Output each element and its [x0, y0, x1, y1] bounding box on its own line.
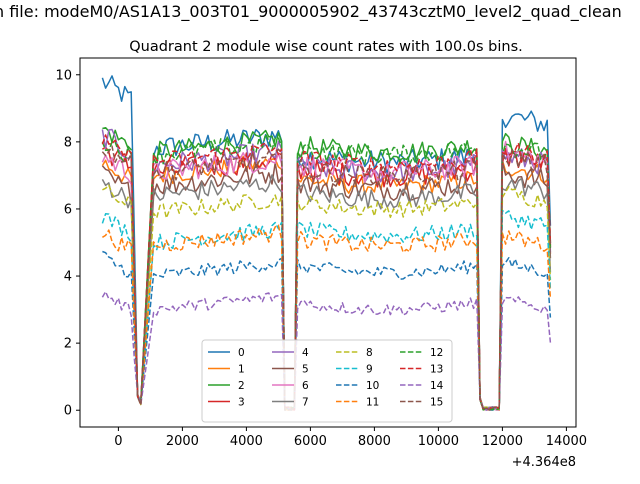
x-tick-label: 12000	[482, 434, 523, 449]
x-tick-label: 4000	[230, 434, 263, 449]
legend-label-10: 10	[366, 380, 379, 392]
legend-label-6: 6	[302, 380, 309, 392]
legend-label-3: 3	[238, 397, 245, 409]
y-axis: 0 2 4 6 8 10	[55, 68, 80, 419]
figure-suptitle: n file: modeM0/AS1A13_003T01_9000005902_…	[0, 2, 622, 21]
legend-label-11: 11	[366, 397, 379, 409]
legend-label-2: 2	[238, 380, 245, 392]
legend-label-15: 15	[430, 397, 443, 409]
series-layer	[101, 75, 552, 411]
legend-label-1: 1	[238, 364, 245, 376]
x-tick-label: 2000	[166, 434, 199, 449]
legend-label-9: 9	[366, 364, 373, 376]
series-line-9	[101, 209, 552, 411]
y-tick-label: 4	[64, 270, 72, 285]
series-line-11	[102, 224, 552, 411]
series-line-15	[101, 145, 552, 411]
x-tick-label: 0	[114, 434, 122, 449]
x-tick-label: 10000	[418, 434, 459, 449]
series-line-14	[101, 290, 552, 411]
x-tick-label: 6000	[294, 434, 327, 449]
legend-label-0: 0	[238, 347, 245, 359]
series-line-12	[101, 133, 552, 411]
y-tick-label: 2	[64, 337, 72, 352]
series-line-13	[101, 134, 552, 411]
y-tick-label: 6	[64, 202, 72, 217]
legend-label-12: 12	[430, 347, 443, 359]
x-tick-label: 8000	[358, 434, 391, 449]
x-offset-label: +4.364e8	[512, 455, 576, 470]
legend-label-13: 13	[430, 364, 443, 376]
plot-frame	[79, 57, 577, 428]
x-tick-label: 14000	[546, 434, 587, 449]
legend-label-5: 5	[302, 364, 309, 376]
x-axis: 0 2000 4000 6000 8000 10000 12000 14000	[114, 427, 587, 449]
chart-title: Quadrant 2 module wise count rates with …	[129, 39, 523, 55]
y-tick-label: 0	[64, 404, 72, 419]
y-tick-label: 8	[64, 135, 72, 150]
series-line-10	[102, 250, 552, 411]
legend-label-14: 14	[430, 380, 444, 392]
legend-label-7: 7	[302, 397, 309, 409]
y-tick-label: 10	[55, 68, 72, 83]
legend-box	[201, 339, 453, 423]
legend-label-8: 8	[366, 347, 373, 359]
legend-label-4: 4	[302, 347, 309, 359]
